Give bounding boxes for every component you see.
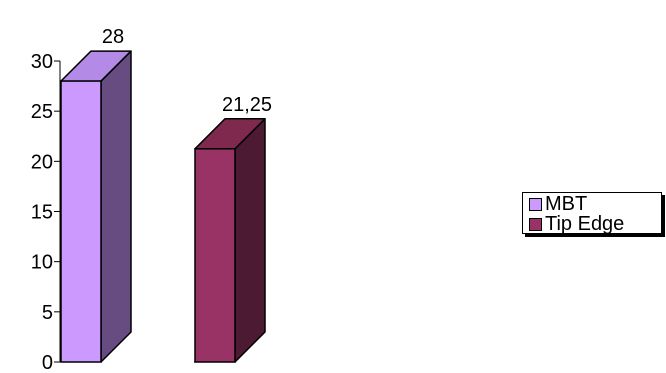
bar-tip-edge <box>194 148 236 363</box>
bar-mbt <box>60 80 102 363</box>
legend-label-tip-edge: Tip Edge <box>545 212 625 235</box>
y-tick-label-30: 30 <box>31 51 53 73</box>
y-tick-label-0: 0 <box>42 352 53 373</box>
legend: MBT Tip Edge <box>522 192 662 235</box>
legend-swatch-mbt <box>529 197 542 211</box>
y-tick-label-10: 10 <box>31 252 53 274</box>
legend-swatch-tip-edge <box>529 217 542 231</box>
legend-label-mbt: MBT <box>545 192 588 215</box>
bars <box>60 50 266 363</box>
legend-item-mbt: MBT <box>529 192 661 215</box>
y-tick-label-5: 5 <box>42 302 53 324</box>
y-tick-label-20: 20 <box>31 151 53 173</box>
data-labels: 28 21,25 <box>102 26 272 116</box>
bar-side-mbt <box>100 50 132 363</box>
data-label-mbt: 28 <box>102 26 124 48</box>
data-label-tip-edge: 21,25 <box>222 94 272 116</box>
y-axis: 0 5 10 15 20 25 30 <box>31 51 235 373</box>
bar-side-tip-edge <box>234 118 266 363</box>
y-tick-label-25: 25 <box>31 101 53 123</box>
y-tick-label-15: 15 <box>31 202 53 224</box>
legend-item-tip-edge: Tip Edge <box>529 212 661 235</box>
